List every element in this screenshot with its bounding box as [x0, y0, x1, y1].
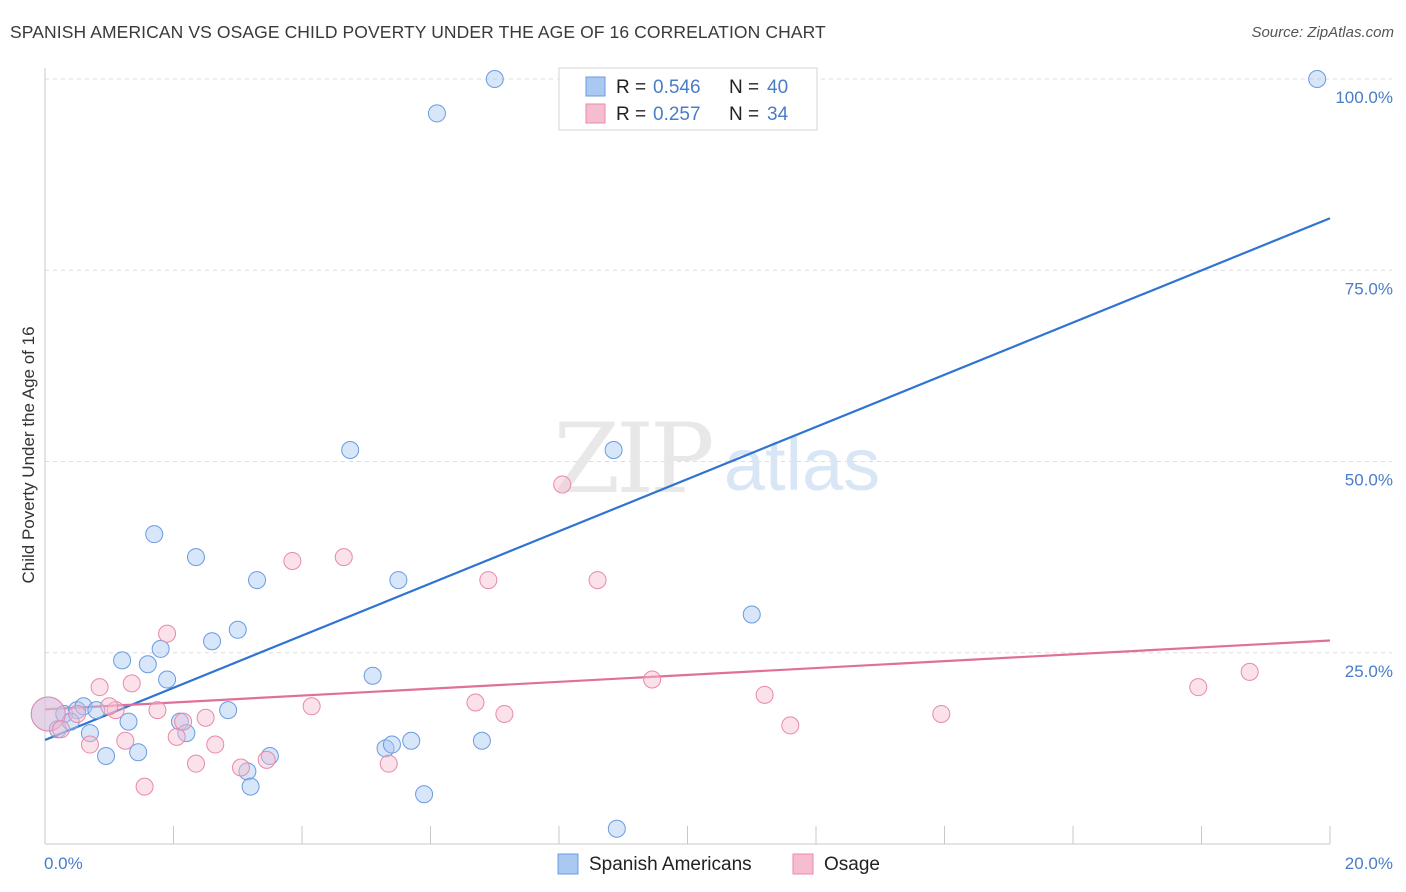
- spanish-american-point: [472, 731, 491, 750]
- osage-point: [116, 731, 135, 750]
- osage-point: [781, 716, 800, 735]
- watermark-atlas: atlas: [724, 423, 880, 506]
- osage-point: [148, 701, 167, 720]
- y-tick-label: 75.0%: [1345, 279, 1393, 298]
- osage-point: [196, 708, 215, 727]
- bottom-legend-label: Osage: [824, 854, 880, 875]
- osage-point: [495, 704, 514, 723]
- spanish-american-point: [241, 777, 260, 796]
- bottom-legend: Spanish Americans Osage: [557, 853, 880, 875]
- osage-point: [932, 704, 951, 723]
- spanish-american-point: [97, 747, 116, 766]
- bottom-legend-label: Spanish Americans: [589, 854, 752, 875]
- legend-n-value: 34: [767, 104, 789, 125]
- spanish-american-point: [177, 724, 196, 743]
- osage-point: [755, 685, 774, 704]
- osage-point: [479, 571, 498, 590]
- spanish-american-point: [186, 548, 205, 567]
- spanish-american-point: [138, 655, 157, 674]
- y-tick-label: 50.0%: [1345, 471, 1393, 490]
- trend-lines: [44, 217, 1331, 741]
- legend-swatch: [585, 103, 606, 124]
- osage-point: [302, 697, 321, 716]
- watermark-zip: ZIP: [553, 403, 712, 515]
- osage-trend-line: [44, 639, 1331, 711]
- osage-point: [643, 670, 662, 689]
- osage-point: [52, 720, 71, 739]
- spanish-american-point: [427, 104, 446, 123]
- osage-point: [135, 777, 154, 796]
- legend-n-label: N =: [729, 77, 759, 98]
- spanish-american-point: [145, 525, 164, 544]
- osage-point: [588, 571, 607, 590]
- osage-point: [466, 693, 485, 712]
- osage-point: [186, 754, 205, 773]
- spanish-american-point: [415, 785, 434, 804]
- osage-point: [100, 697, 119, 716]
- bottom-legend-swatch: [557, 853, 579, 875]
- osage-point: [80, 735, 99, 754]
- spanish-american-point: [158, 670, 177, 689]
- spanish-american-point: [742, 605, 761, 624]
- osage-point: [283, 551, 302, 570]
- osage-point: [167, 727, 186, 746]
- legend: R = 0.546 N = 40 R = 0.257 N = 34: [558, 67, 818, 131]
- legend-n-label: N =: [729, 104, 759, 125]
- spanish-american-point: [382, 735, 401, 754]
- spanish-american-point: [119, 712, 138, 731]
- osage-point: [553, 475, 572, 494]
- spanish-american-point: [151, 639, 170, 658]
- spanish-american-point: [604, 441, 623, 460]
- y-tick-label: 25.0%: [1345, 662, 1393, 681]
- legend-r-value: 0.546: [653, 77, 701, 98]
- legend-r-value: 0.257: [653, 104, 701, 125]
- osage-point: [206, 735, 225, 754]
- spanish-american-point: [389, 571, 408, 590]
- legend-swatch: [585, 76, 606, 97]
- spanish-american-point: [228, 620, 247, 639]
- osage-point: [90, 678, 109, 697]
- osage-point: [174, 712, 193, 731]
- chart-title: SPANISH AMERICAN VS OSAGE CHILD POVERTY …: [10, 22, 826, 42]
- legend-r-label: R =: [616, 77, 646, 98]
- spanish-american-trend-line: [44, 217, 1331, 741]
- spanish-american-point: [363, 666, 382, 685]
- y-tick-label: 100.0%: [1335, 88, 1393, 107]
- spanish-american-point: [248, 571, 267, 590]
- tick-labels: 25.0% 50.0% 75.0% 100.0% 0.0% 20.0%: [44, 88, 1393, 873]
- spanish-american-point: [129, 743, 148, 762]
- spanish-american-point: [607, 819, 626, 838]
- source-label: Source: ZipAtlas.com: [1251, 24, 1394, 41]
- legend-r-label: R =: [616, 104, 646, 125]
- osage-point: [231, 758, 250, 777]
- spanish-american-point: [61, 712, 80, 731]
- spanish-american-point: [113, 651, 132, 670]
- spanish-american-point: [1308, 70, 1327, 88]
- data-points: [30, 70, 1327, 838]
- bottom-legend-swatch: [792, 853, 814, 875]
- gridlines: [45, 78, 1392, 654]
- osage-point: [158, 624, 177, 643]
- osage-point: [257, 750, 276, 769]
- spanish-american-point: [219, 701, 238, 720]
- osage-point: [1189, 678, 1208, 697]
- spanish-american-point: [402, 731, 421, 750]
- osage-point: [68, 704, 87, 723]
- legend-n-value: 40: [767, 77, 788, 98]
- osage-point: [1240, 662, 1259, 681]
- osage-point: [334, 548, 353, 567]
- osage-point: [379, 754, 398, 773]
- spanish-american-point: [341, 441, 360, 460]
- x-tick-label: 0.0%: [44, 854, 83, 873]
- axes: [44, 68, 1331, 845]
- y-axis-label: Child Poverty Under the Age of 16: [19, 326, 38, 583]
- spanish-american-point: [485, 70, 504, 88]
- spanish-american-point: [203, 632, 222, 651]
- watermark: ZIP atlas: [553, 403, 880, 515]
- x-tick-label: 20.0%: [1345, 854, 1393, 873]
- osage-point: [122, 674, 141, 693]
